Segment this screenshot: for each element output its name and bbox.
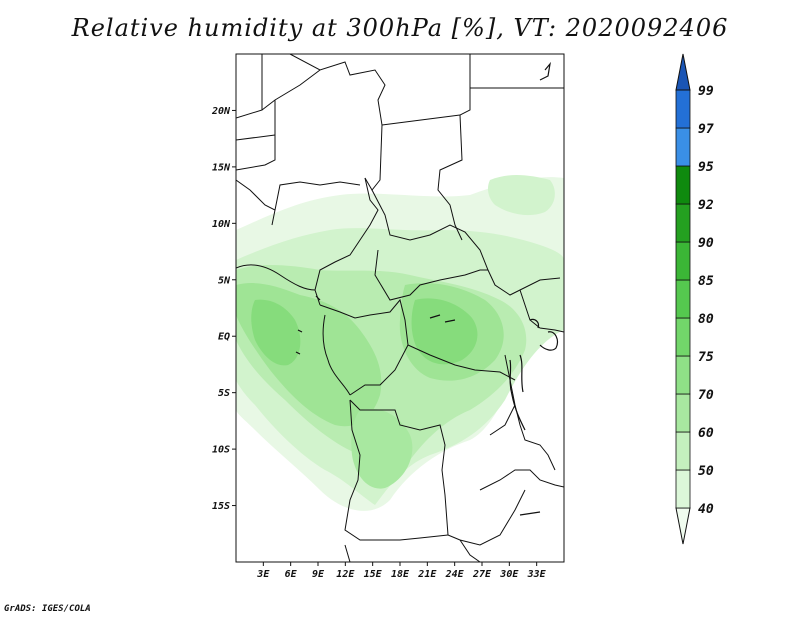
colorbar-segment [675, 431, 691, 471]
colorbar-label: 99 [698, 84, 714, 99]
lon-tick-label: 33E [527, 569, 547, 580]
colorbar-label: 70 [698, 388, 714, 403]
lon-tick-label: 6E [285, 569, 298, 580]
lon-tick-label: 9E [312, 569, 325, 580]
colorbar-label: 80 [698, 312, 714, 327]
lat-tick-label: 5S [218, 388, 230, 399]
colorbar-segment [675, 279, 691, 319]
colorbar-min-triangle [675, 507, 691, 545]
lon-tick-label: 15E [364, 569, 383, 580]
longitude-axis: 3E 6E 9E 12E 15E 18E 21E 24E 27E 30E 33E [256, 562, 547, 580]
colorbar-label: 60 [698, 426, 714, 441]
colorbar-label: 50 [698, 464, 714, 479]
colorbar-label: 92 [698, 198, 714, 213]
chart-title: Relative humidity at 300hPa [%], VT: 202… [71, 14, 729, 42]
lon-tick-label: 30E [499, 569, 519, 580]
colorbar-segment [675, 127, 691, 167]
lat-tick-label: 10N [212, 219, 231, 230]
lon-tick-label: 12E [336, 569, 355, 580]
colorbar-segment [675, 241, 691, 281]
colorbar-label: 95 [698, 160, 714, 175]
lat-tick-label: EQ [218, 332, 230, 343]
colorbar-segment [675, 165, 691, 205]
colorbar-label: 75 [698, 350, 714, 365]
colorbar-segment [675, 469, 691, 509]
lat-tick-label: 5N [218, 275, 231, 286]
colorbar-segment [675, 393, 691, 433]
grads-credit: GrADS: IGES/COLA [4, 604, 91, 614]
lat-tick-label: 10S [212, 445, 230, 456]
humidity-field [236, 175, 564, 511]
lakes [295, 61, 559, 516]
lat-tick-label: 15N [212, 162, 231, 173]
colorbar-label: 90 [698, 236, 714, 251]
colorbar-max-triangle [675, 53, 691, 91]
colorbar-segment [675, 89, 691, 129]
lon-tick-label: 18E [391, 569, 410, 580]
latitude-axis: 20N 15N 10N 5N EQ 5S 10S 15S [211, 106, 236, 512]
lon-tick-label: 3E [256, 569, 270, 580]
colorbar-label: 85 [698, 274, 714, 289]
lon-tick-label: 27E [472, 569, 492, 580]
colorbar-label: 97 [698, 122, 714, 137]
country-borders [236, 54, 564, 562]
colorbar-segment [675, 355, 691, 395]
colorbar: 40 50 60 70 75 80 85 90 92 95 97 99 [675, 53, 714, 545]
colorbar-segment [675, 203, 691, 243]
colorbar-label: 40 [698, 502, 714, 517]
colorbar-segment [675, 317, 691, 357]
lat-tick-label: 20N [211, 106, 231, 117]
lat-tick-label: 15S [212, 501, 230, 512]
lon-tick-label: 21E [417, 569, 437, 580]
lon-tick-label: 24E [445, 569, 465, 580]
